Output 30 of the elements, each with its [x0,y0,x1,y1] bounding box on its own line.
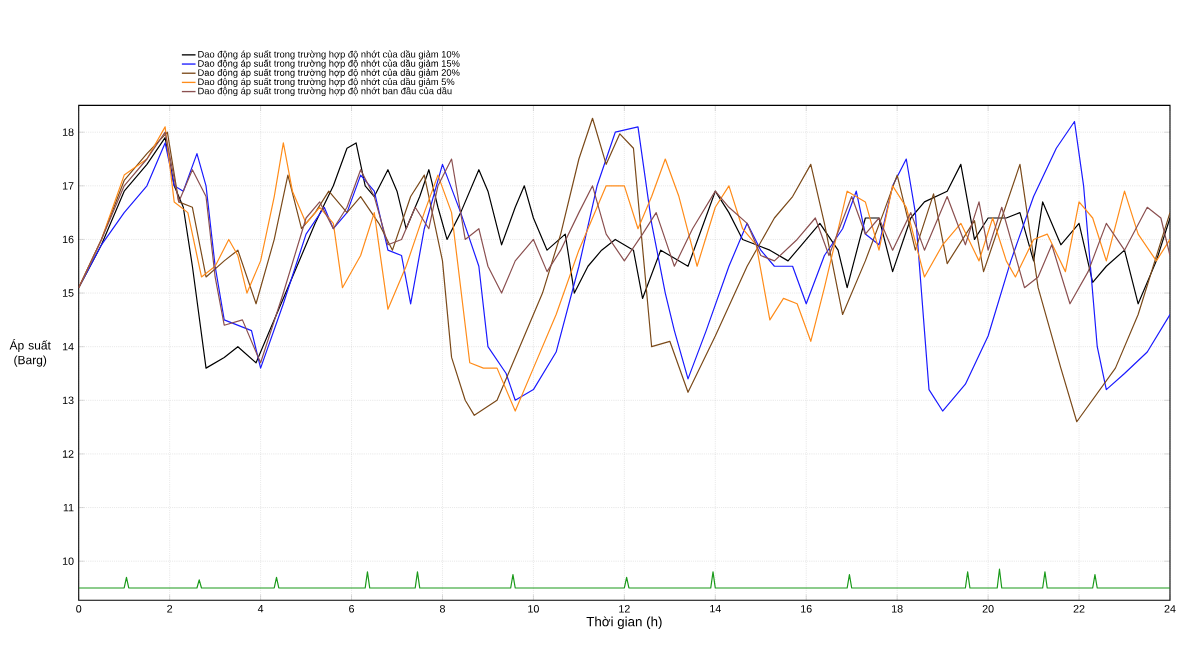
x-tick-label: 18 [892,604,903,613]
legend-label: Dao động áp suất trong trường hợp độ nhớt của dầu giảm 5% [198,77,455,87]
legend-label: Dao động áp suất trong trường hợp độ nhớt của dầu giảm 20% [198,68,460,78]
x-tick-label: 22 [1073,604,1085,613]
y-tick-label: 12 [62,450,74,458]
legend-label: Dao động áp suất trong trường hợp độ nhớt ban đầu của dầu [198,86,452,96]
x-tick-label: 12 [619,604,630,613]
legend-label: Dao động áp suất trong trường hợp độ nhớt của dầu giảm 15% [198,59,460,69]
line-series [78,568,1170,589]
y-tick-label: 14 [62,342,74,351]
y-axis-title: Áp suất (Barg) [9,338,51,367]
legend-label: Dao động áp suất trong trường hợp độ nhớt của dầu giảm 10% [198,50,460,60]
x-tick-label: 16 [801,604,812,613]
x-tick-label: 2 [167,604,173,613]
x-tick-label: 6 [349,604,355,613]
x-tick-label: 14 [710,604,721,613]
x-tick-label: 8 [439,604,445,613]
y-tick-label: 10 [62,557,74,565]
x-axis-title: Thời gian (h) [586,616,662,629]
y-tick-label: 16 [62,235,74,244]
y-tick-label: 13 [62,396,74,404]
y-tick-label: 17 [62,181,74,190]
x-tick-label: 24 [1164,604,1176,613]
x-tick-label: 10 [528,604,539,613]
x-tick-label: 20 [982,604,994,613]
x-tick-label: 4 [257,604,264,613]
x-tick-label: 0 [76,604,82,613]
y-tick-label: 11 [63,503,74,512]
y-tick-label: 18 [62,128,74,136]
y-tick-label: 15 [62,289,74,297]
